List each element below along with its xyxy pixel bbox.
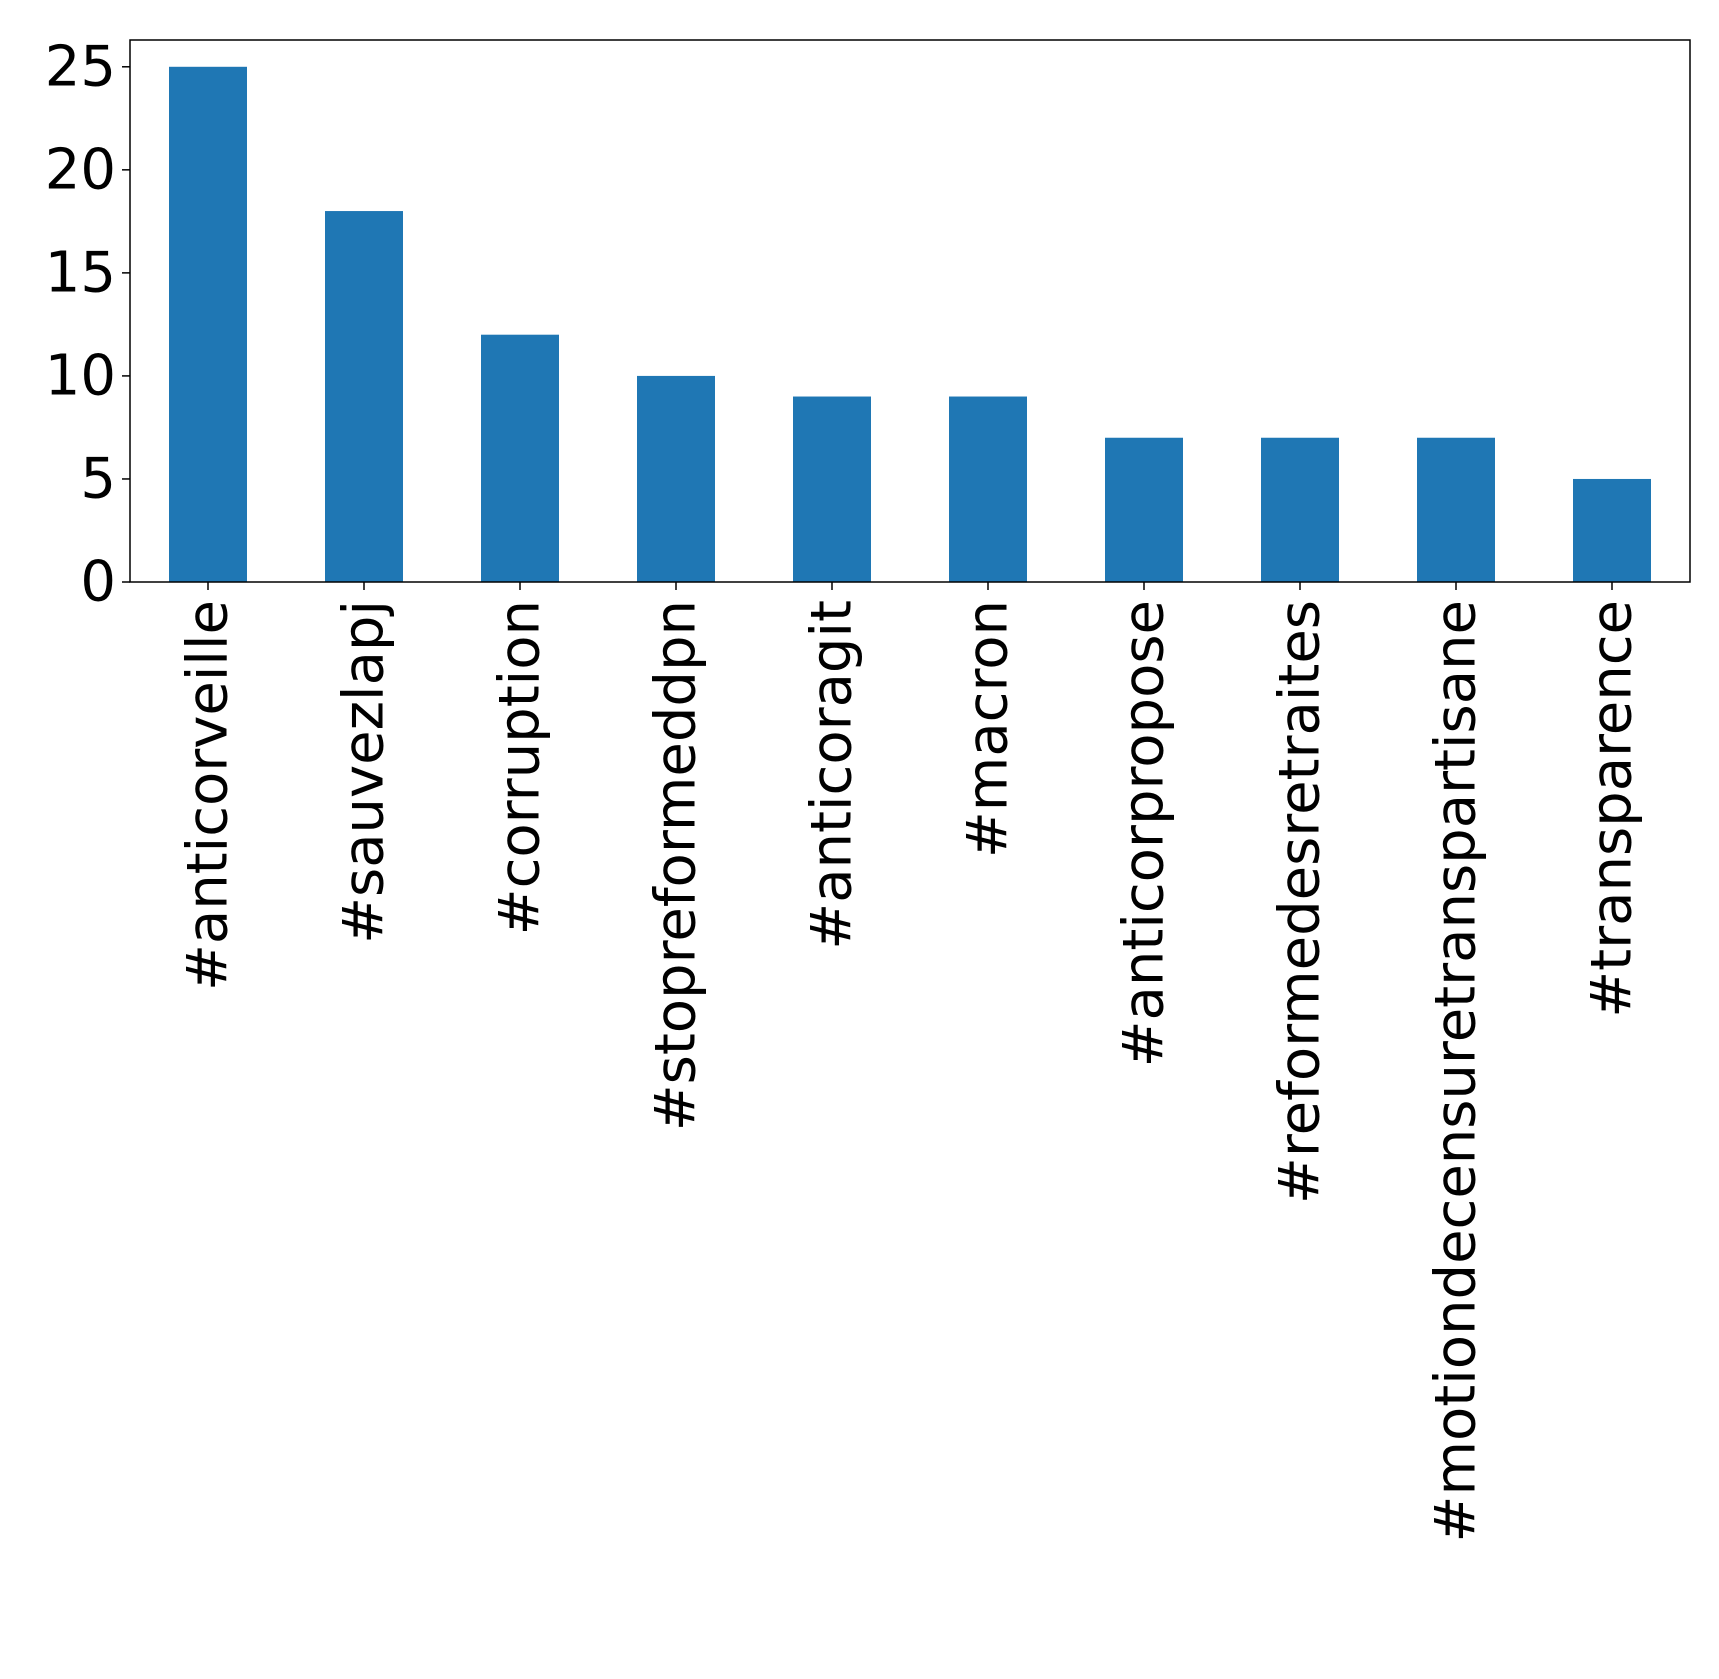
- x-tick-label: #sauvezlapj: [332, 600, 397, 944]
- bar-5: [949, 396, 1027, 582]
- x-tick-label: #corruption: [488, 600, 553, 935]
- bar-0: [169, 66, 247, 582]
- x-tick-label: #macron: [956, 600, 1021, 858]
- bar-9: [1573, 478, 1651, 582]
- y-tick-label: 10: [45, 343, 116, 408]
- x-tick-label: #transparence: [1580, 600, 1645, 1018]
- x-tick-label: #anticorpropose: [1112, 600, 1177, 1067]
- bar-3: [637, 375, 715, 582]
- bar-4: [793, 396, 871, 582]
- bar-8: [1417, 437, 1495, 582]
- bar-7: [1261, 437, 1339, 582]
- y-tick-label: 0: [80, 550, 116, 615]
- bar-6: [1105, 437, 1183, 582]
- bars-layer: [169, 66, 1651, 582]
- x-tick-label: #anticoragit: [800, 600, 865, 950]
- x-tick-label: #reformedesretraites: [1268, 600, 1333, 1204]
- x-tick-label: #anticorveille: [176, 600, 241, 991]
- x-tick-label: #motiondecensuretranspartisane: [1424, 600, 1489, 1542]
- y-tick-label: 15: [45, 240, 116, 305]
- y-tick-label: 20: [45, 137, 116, 202]
- bar-1: [325, 211, 403, 582]
- y-tick-label: 25: [45, 34, 116, 99]
- x-axis: #anticorveille #sauvezlapj #corruption #sto…: [176, 582, 1645, 1542]
- x-tick-label: #stopreformeddpn: [644, 600, 709, 1131]
- bar-2: [481, 334, 559, 582]
- y-axis: 0 5 10 15 20 25: [45, 34, 130, 615]
- y-tick-label: 5: [80, 446, 116, 511]
- plot-frame: [129, 39, 1691, 583]
